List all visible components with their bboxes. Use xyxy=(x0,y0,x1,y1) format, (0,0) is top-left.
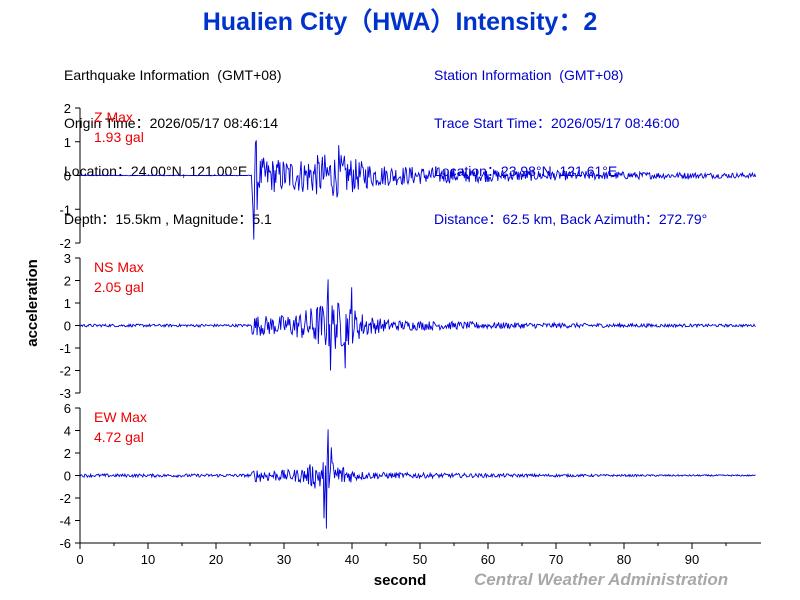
ew-y-tick-label: -6 xyxy=(59,536,71,551)
ns-y-tick-label: 3 xyxy=(64,251,71,266)
page-title: Hualien City（HWA）Intensity：2 xyxy=(202,8,598,36)
ew-max-value: 4.72 gal xyxy=(94,429,144,445)
distance-azimuth: Distance：62.5 km, Back Azimuth：272.79° xyxy=(434,211,708,227)
trace-start-time: Trace Start Time：2026/05/17 08:46:00 xyxy=(434,115,680,131)
x-tick-label: 30 xyxy=(277,552,291,567)
x-tick-label: 20 xyxy=(209,552,223,567)
x-tick-label: 70 xyxy=(549,552,563,567)
ns-y-tick-label: 0 xyxy=(64,319,71,334)
ns-y-tick-label: -2 xyxy=(59,364,71,379)
ns-max-label: NS Max xyxy=(94,259,144,275)
x-tick-label: 10 xyxy=(141,552,155,567)
x-axis-title: second xyxy=(374,572,427,589)
x-tick-label: 50 xyxy=(413,552,427,567)
ns-y-tick-label: -1 xyxy=(59,341,71,356)
z-y-tick-label: -1 xyxy=(59,202,71,217)
ns-y-tick-label: 1 xyxy=(64,296,71,311)
x-tick-label: 90 xyxy=(685,552,699,567)
ew-y-tick-label: -4 xyxy=(59,514,71,529)
ew-waveform xyxy=(79,429,756,529)
ns-max-value: 2.05 gal xyxy=(94,279,144,295)
ew-y-tick-label: 2 xyxy=(64,446,71,461)
z-max-label: Z Max xyxy=(94,109,133,125)
depth-magnitude: Depth：15.5km , Magnitude：5.1 xyxy=(64,211,272,227)
origin-time: Origin Time：2026/05/17 08:46:14 xyxy=(64,115,279,131)
earthquake-info-header: Earthquake Information (GMT+08) xyxy=(64,67,282,83)
ew-y-tick-label: 6 xyxy=(64,401,71,416)
station-info-header: Station Information (GMT+08) xyxy=(434,67,624,83)
ns-waveform xyxy=(79,279,756,371)
earthquake-info: Earthquake Information (GMT+08) Origin T… xyxy=(64,35,282,243)
ns-y-tick-label: -3 xyxy=(59,386,71,401)
x-tick-label: 40 xyxy=(345,552,359,567)
z-y-tick-label: 0 xyxy=(64,169,71,184)
x-tick-label: 80 xyxy=(617,552,631,567)
ns-y-tick-label: 2 xyxy=(64,274,71,289)
x-tick-label: 60 xyxy=(481,552,495,567)
ew-max-label: EW Max xyxy=(94,409,147,425)
ew-y-tick-label: 4 xyxy=(64,424,71,439)
z-waveform xyxy=(79,140,757,240)
ew-y-tick-label: -2 xyxy=(59,491,71,506)
x-tick-label: 0 xyxy=(76,552,83,567)
credit-text: Central Weather Administration xyxy=(474,570,729,589)
y-axis-title: acceleration xyxy=(24,259,41,347)
z-y-tick-label: 2 xyxy=(64,101,71,116)
ew-y-tick-label: 0 xyxy=(64,469,71,484)
z-y-tick-label: -2 xyxy=(59,236,71,251)
z-max-value: 1.93 gal xyxy=(94,129,144,145)
z-y-tick-label: 1 xyxy=(64,135,71,150)
